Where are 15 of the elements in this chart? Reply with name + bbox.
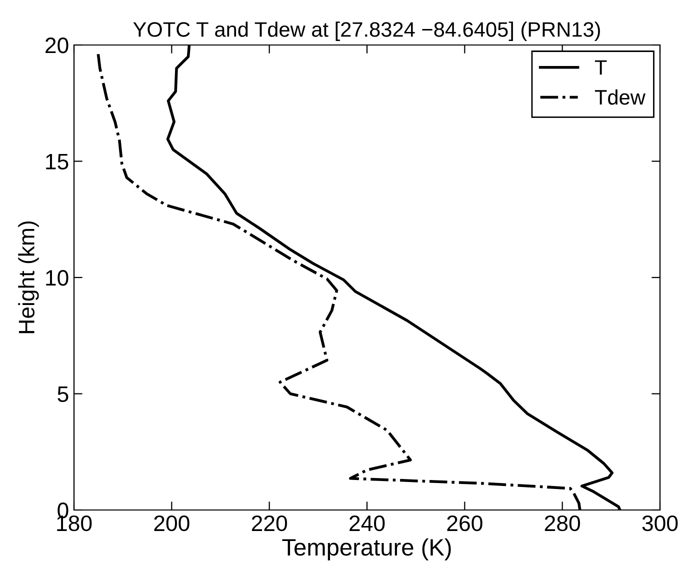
chart-title: YOTC T and Tdew at [27.8324 −84.6405] (PRN13): [133, 22, 600, 41]
x-tick-label: 300: [642, 515, 678, 532]
x-tick-label: 240: [350, 515, 385, 532]
y-tick-label: 5: [58, 386, 68, 402]
x-tick-label: 200: [154, 515, 190, 532]
x-tick-label: 220: [252, 515, 288, 532]
x-axis-title: Temperature (K): [282, 538, 451, 560]
y-tick-label: 15: [46, 154, 68, 170]
y-tick-label: 10: [46, 270, 68, 286]
x-tick-label: 260: [447, 515, 482, 532]
y-axis-title: Height (km): [18, 221, 39, 334]
y-tick-label: 20: [46, 38, 68, 54]
legend-label: T: [594, 60, 607, 75]
legend-label: Tdew: [594, 89, 646, 105]
x-tick-label: 280: [544, 515, 580, 532]
